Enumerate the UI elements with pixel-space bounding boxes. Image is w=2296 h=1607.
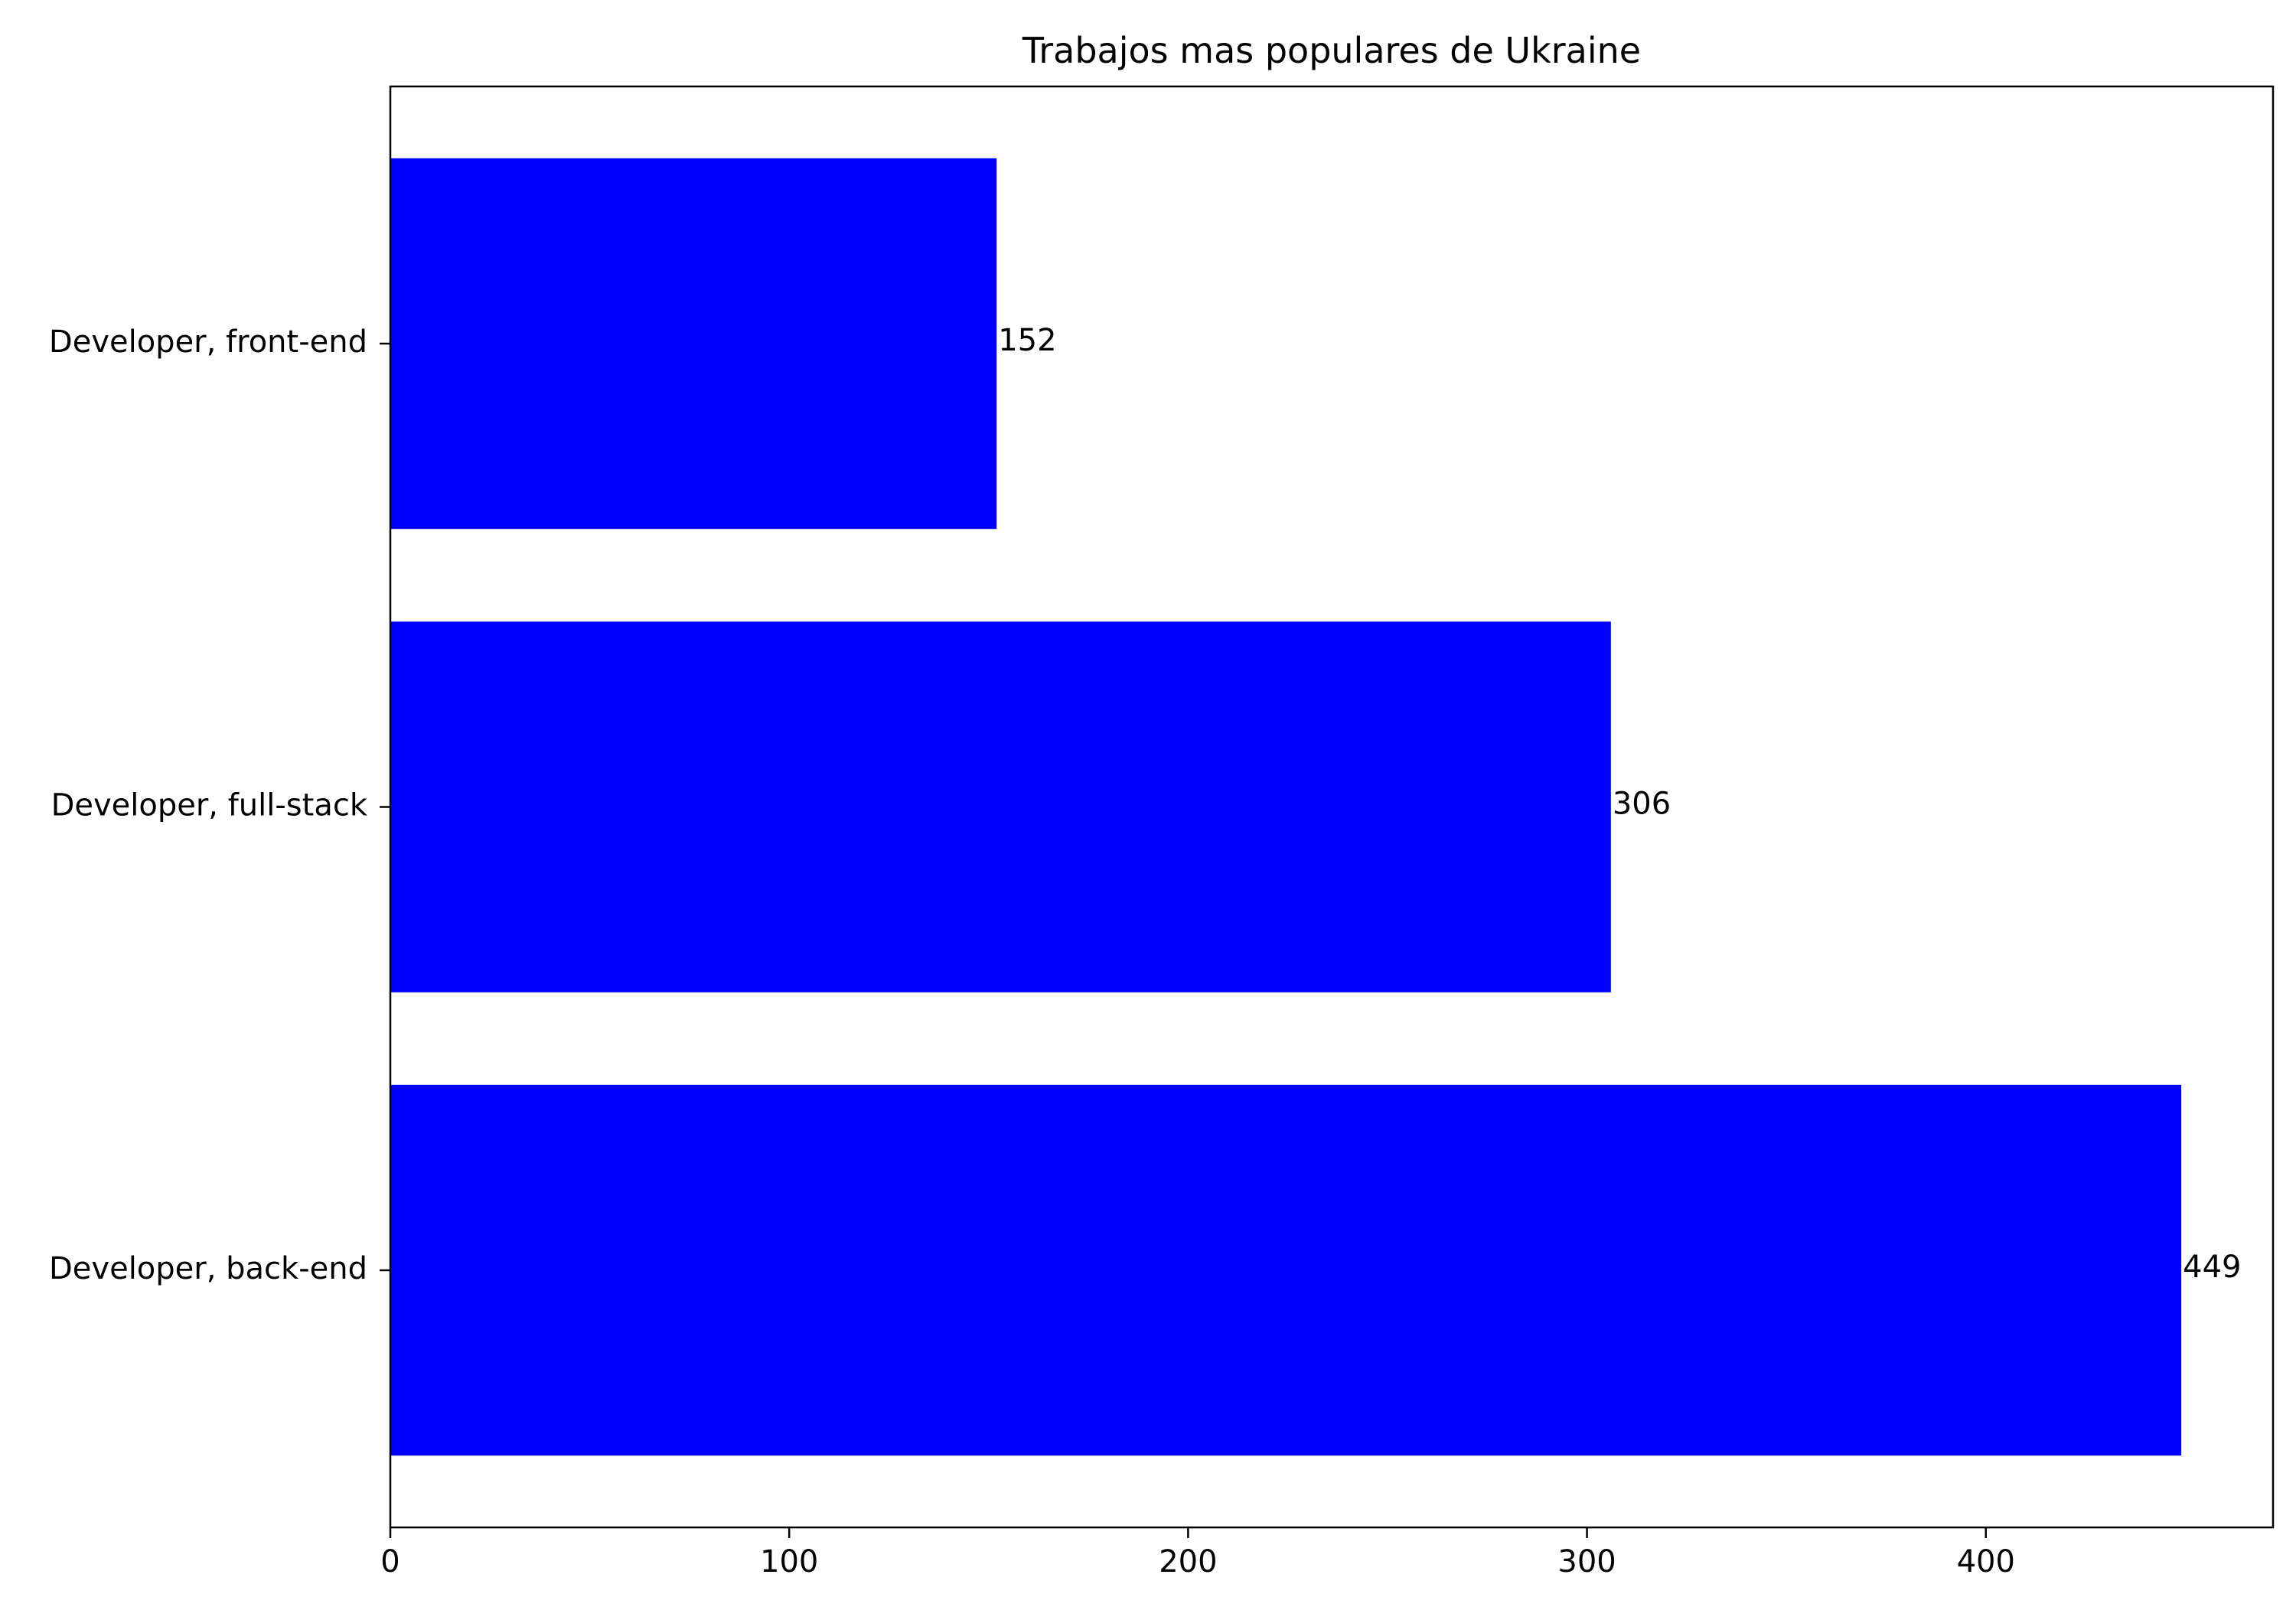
x-tick-label-300: 300 [1557, 1544, 1616, 1579]
y-tick-label-developer-front-end: Developer, front-end [49, 324, 367, 360]
x-tick-label-400: 400 [1957, 1544, 2015, 1579]
y-tick-label-developer-back-end: Developer, back-end [49, 1251, 367, 1286]
y-tick-label-developer-full-stack: Developer, full-stack [51, 788, 368, 823]
x-tick-label-0: 0 [380, 1544, 400, 1579]
chart-title: Trabajos mas populares de Ukraine [1022, 30, 1641, 71]
data-label-developer-front-end: 152 [998, 323, 1056, 358]
x-tick-label-100: 100 [760, 1544, 818, 1579]
bar-developer-front-end [390, 158, 997, 530]
plot-frame [389, 85, 2275, 1529]
bar-developer-full-stack [390, 621, 1611, 993]
bar-developer-back-end [390, 1084, 2182, 1456]
data-label-developer-back-end: 449 [2183, 1250, 2241, 1285]
x-tick-label-200: 200 [1159, 1544, 1217, 1579]
data-label-developer-full-stack: 306 [1613, 787, 1671, 822]
